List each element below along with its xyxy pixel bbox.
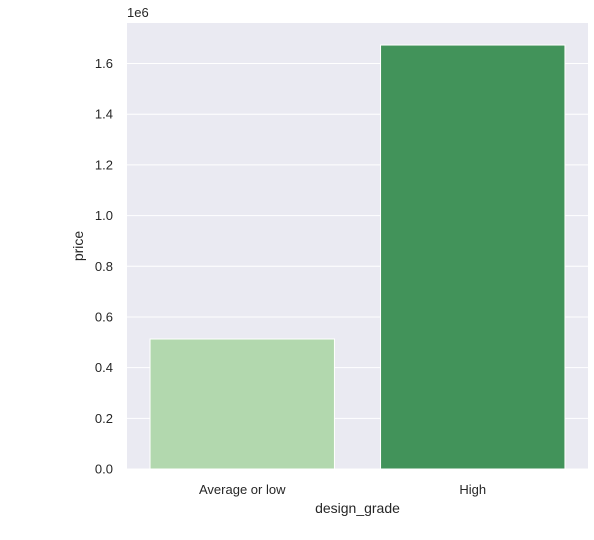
y-tick-labels: 0.0 0.2 0.4 0.6 0.8 1.0 1.2 1.4 1.6 <box>95 56 113 476</box>
x-tick-label: High <box>459 482 486 497</box>
y-tick-label: 0.6 <box>95 309 113 324</box>
x-axis-label: design_grade <box>315 500 400 516</box>
y-tick-label: 1.6 <box>95 56 113 71</box>
y-tick-label: 1.4 <box>95 107 113 122</box>
y-scale-offset-label: 1e6 <box>127 5 149 20</box>
y-tick-label: 1.0 <box>95 208 113 223</box>
bar <box>149 338 335 470</box>
y-tick-label: 0.2 <box>95 411 113 426</box>
y-tick-label: 1.2 <box>95 157 113 172</box>
y-tick-label: 0.4 <box>95 360 113 375</box>
y-axis-label: price <box>70 231 86 262</box>
bar <box>380 44 566 470</box>
x-tick-labels: Average or low High <box>199 482 486 497</box>
y-tick-label: 0.0 <box>95 462 113 477</box>
y-tick-label: 0.8 <box>95 259 113 274</box>
x-tick-label: Average or low <box>199 482 286 497</box>
bars <box>149 44 566 470</box>
